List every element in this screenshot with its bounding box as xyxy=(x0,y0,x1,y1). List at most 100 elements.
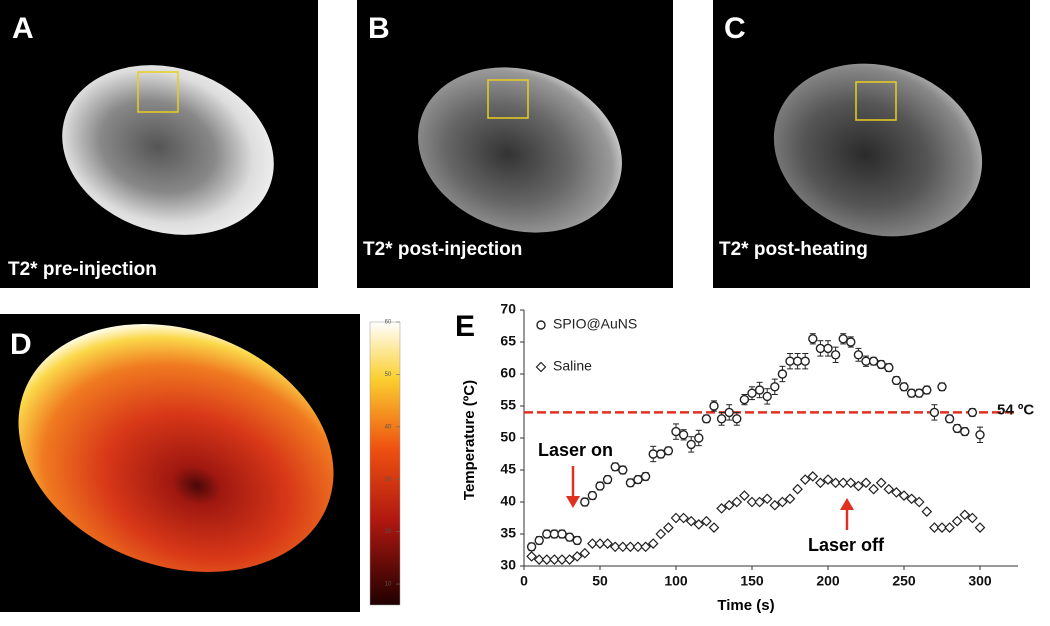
marker xyxy=(853,480,864,492)
marker xyxy=(580,497,590,507)
marker xyxy=(754,385,765,395)
caption: T2* post-injection xyxy=(363,239,522,260)
marker xyxy=(694,433,704,443)
marker xyxy=(960,426,970,437)
marker xyxy=(564,532,575,542)
marker xyxy=(868,483,879,495)
marker xyxy=(959,509,971,521)
colorbar-tick-label: 20 xyxy=(385,529,392,535)
marker xyxy=(754,496,765,508)
legend-label: Saline xyxy=(553,358,592,374)
marker xyxy=(861,356,871,366)
x-tick-label: 300 xyxy=(968,573,992,589)
marker xyxy=(868,356,879,366)
roi-box xyxy=(855,81,897,121)
marker xyxy=(845,477,857,489)
caption: T2* pre-injection xyxy=(8,259,157,280)
marker xyxy=(884,362,894,373)
heat-map xyxy=(18,324,334,572)
marker xyxy=(640,541,651,553)
marker xyxy=(762,391,772,402)
marker xyxy=(770,382,780,392)
marker xyxy=(648,449,658,459)
marker xyxy=(670,512,682,524)
marker xyxy=(716,414,727,424)
panel-label: C xyxy=(724,12,746,45)
marker xyxy=(974,522,986,533)
y-tick-label: 45 xyxy=(500,461,516,477)
marker xyxy=(937,382,947,392)
marker xyxy=(784,493,796,505)
x-axis-label: Time (s) xyxy=(717,597,774,614)
marker xyxy=(732,414,742,424)
marker xyxy=(609,541,621,553)
y-tick-label: 35 xyxy=(500,525,516,541)
marker xyxy=(595,481,605,491)
marker xyxy=(716,503,727,514)
x-tick-label: 0 xyxy=(520,573,528,589)
panel-a: A T2* pre-injection xyxy=(0,0,318,288)
y-tick-label: 50 xyxy=(500,429,516,445)
marker xyxy=(709,401,719,411)
marker xyxy=(944,414,955,424)
caption: T2* post-heating xyxy=(719,239,868,260)
marker xyxy=(534,535,544,546)
colorbar xyxy=(369,321,401,606)
marker xyxy=(967,512,978,524)
marker xyxy=(564,554,575,565)
marker xyxy=(769,499,781,511)
marker xyxy=(739,394,750,405)
marker xyxy=(549,554,560,565)
marker xyxy=(929,407,940,418)
reference-label: 54 ºC xyxy=(997,401,1034,418)
colorbar-tick-label: 60 xyxy=(385,320,392,326)
marker xyxy=(549,529,560,539)
marker xyxy=(830,477,841,489)
marker xyxy=(587,490,598,501)
panel-d: D xyxy=(0,314,401,612)
marker xyxy=(693,519,705,530)
marker xyxy=(906,493,917,505)
marker xyxy=(944,522,955,533)
marker xyxy=(899,382,909,392)
marker xyxy=(739,490,750,501)
y-tick-label: 70 xyxy=(500,301,516,317)
panel-c: C T2* post-heating xyxy=(713,0,1030,288)
marker xyxy=(663,446,674,456)
marker xyxy=(625,478,636,488)
marker xyxy=(761,493,773,505)
marker xyxy=(975,430,985,440)
marker xyxy=(587,538,598,549)
roi-box xyxy=(137,71,179,113)
marker xyxy=(967,407,978,418)
panel-label: E xyxy=(455,310,475,343)
y-tick-label: 40 xyxy=(500,493,516,509)
marker xyxy=(655,528,667,540)
marker xyxy=(640,471,651,482)
legend-marker xyxy=(536,320,546,330)
marker xyxy=(823,343,833,354)
marker xyxy=(898,490,910,501)
marker xyxy=(647,538,659,549)
colorbar-tick-label: 50 xyxy=(385,372,392,378)
marker xyxy=(633,474,643,485)
y-axis-label: Temperature (ºC) xyxy=(461,380,478,500)
arrow-head xyxy=(840,498,854,510)
annotation: Laser on xyxy=(538,440,613,460)
marker xyxy=(686,439,696,450)
marker xyxy=(891,487,902,498)
arrow-head xyxy=(566,496,580,508)
marker xyxy=(838,334,848,344)
marker xyxy=(556,554,568,565)
marker xyxy=(708,522,720,533)
annotation: Laser off xyxy=(808,535,885,555)
mri-slice xyxy=(62,65,274,235)
marker xyxy=(542,529,552,539)
marker xyxy=(617,541,629,553)
marker xyxy=(526,551,537,562)
marker xyxy=(952,423,962,434)
marker xyxy=(572,535,582,546)
marker xyxy=(723,499,735,511)
marker xyxy=(731,496,743,508)
